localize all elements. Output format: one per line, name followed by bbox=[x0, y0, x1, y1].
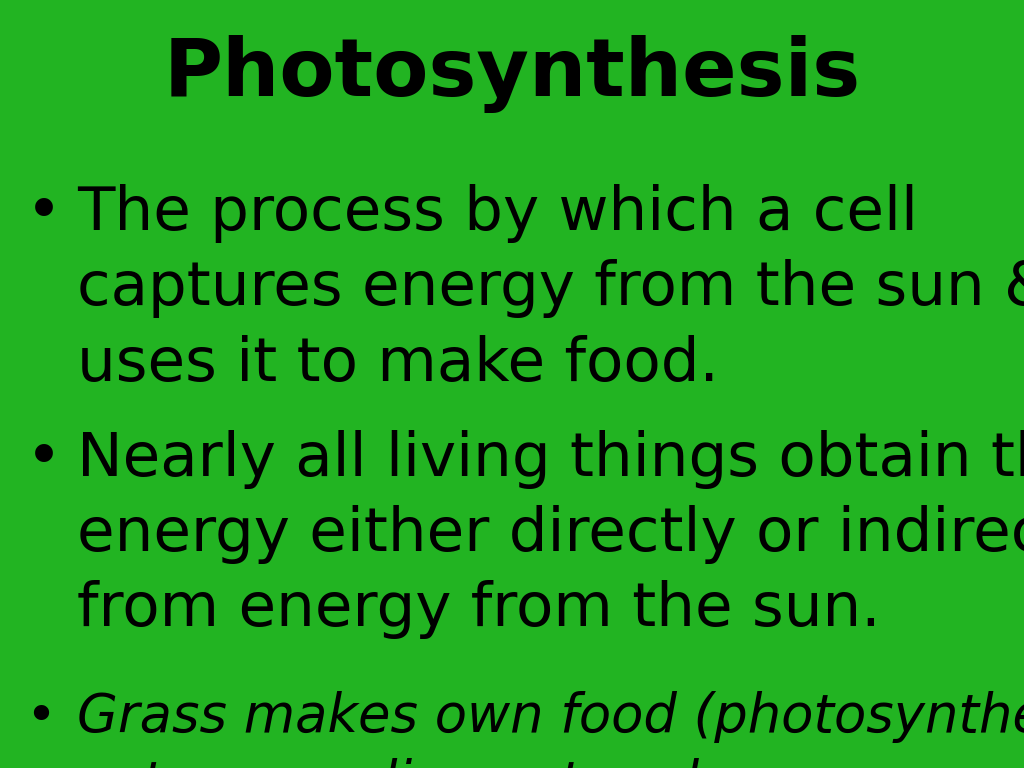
Text: •: • bbox=[26, 691, 56, 743]
Text: Nearly all living things obtain their
energy either directly or indirectly
from : Nearly all living things obtain their en… bbox=[77, 430, 1024, 639]
Text: Grass makes own food (photosynthesis), zebra
eats grass, lion eats zebra…..: Grass makes own food (photosynthesis), z… bbox=[77, 691, 1024, 768]
Text: •: • bbox=[26, 184, 61, 243]
Text: Photosynthesis: Photosynthesis bbox=[164, 35, 860, 113]
Text: The process by which a cell
captures energy from the sun &
uses it to make food.: The process by which a cell captures ene… bbox=[77, 184, 1024, 393]
Text: •: • bbox=[26, 430, 61, 489]
